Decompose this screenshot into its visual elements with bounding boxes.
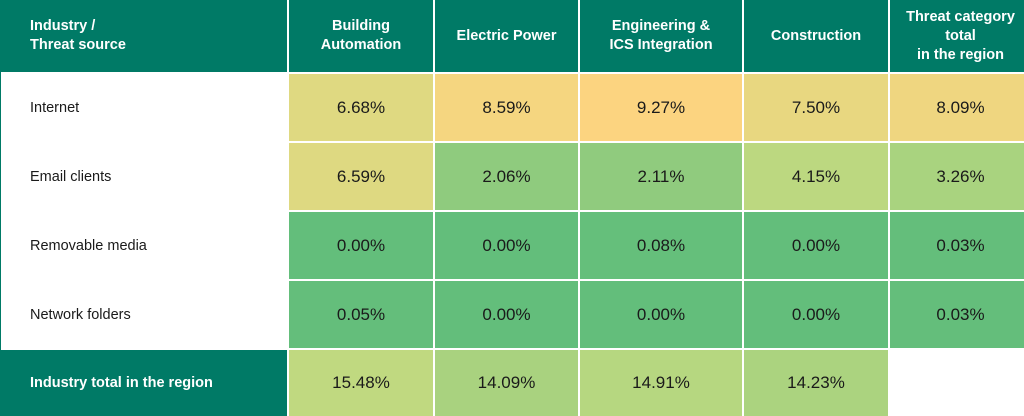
value-cell: 0.00%: [435, 281, 578, 348]
total-value-cell: 14.91%: [580, 350, 742, 416]
value-cell: 3.26%: [890, 143, 1024, 210]
column-header-engineering-ics: Engineering & ICS Integration: [580, 0, 742, 72]
value-cell: 0.08%: [580, 212, 742, 279]
value-cell: 0.03%: [890, 281, 1024, 348]
total-value-cell: 15.48%: [289, 350, 433, 416]
total-value-cell: 14.09%: [435, 350, 578, 416]
value-cell: 0.00%: [289, 212, 433, 279]
value-cell: 2.06%: [435, 143, 578, 210]
table-corner-header: Industry / Threat source: [0, 0, 287, 72]
value-cell: 8.09%: [890, 74, 1024, 141]
value-cell: 0.00%: [580, 281, 742, 348]
row-label-internet: Internet: [0, 74, 287, 141]
row-label-email-clients: Email clients: [0, 143, 287, 210]
row-label-industry-total: Industry total in the region: [0, 350, 287, 416]
value-cell: 0.03%: [890, 212, 1024, 279]
row-label-removable-media: Removable media: [0, 212, 287, 279]
total-value-cell: 14.23%: [744, 350, 888, 416]
column-header-construction: Construction: [744, 0, 888, 72]
empty-cell: [890, 350, 1024, 416]
value-cell: 6.59%: [289, 143, 433, 210]
value-cell: 0.05%: [289, 281, 433, 348]
value-cell: 0.00%: [744, 212, 888, 279]
value-cell: 2.11%: [580, 143, 742, 210]
column-header-electric-power: Electric Power: [435, 0, 578, 72]
value-cell: 7.50%: [744, 74, 888, 141]
row-label-network-folders: Network folders: [0, 281, 287, 348]
value-cell: 0.00%: [744, 281, 888, 348]
column-header-threat-category-total: Threat category total in the region: [890, 0, 1024, 72]
value-cell: 0.00%: [435, 212, 578, 279]
left-border: [0, 0, 1, 409]
column-header-building-automation: Building Automation: [289, 0, 433, 72]
value-cell: 8.59%: [435, 74, 578, 141]
value-cell: 4.15%: [744, 143, 888, 210]
value-cell: 6.68%: [289, 74, 433, 141]
value-cell: 9.27%: [580, 74, 742, 141]
